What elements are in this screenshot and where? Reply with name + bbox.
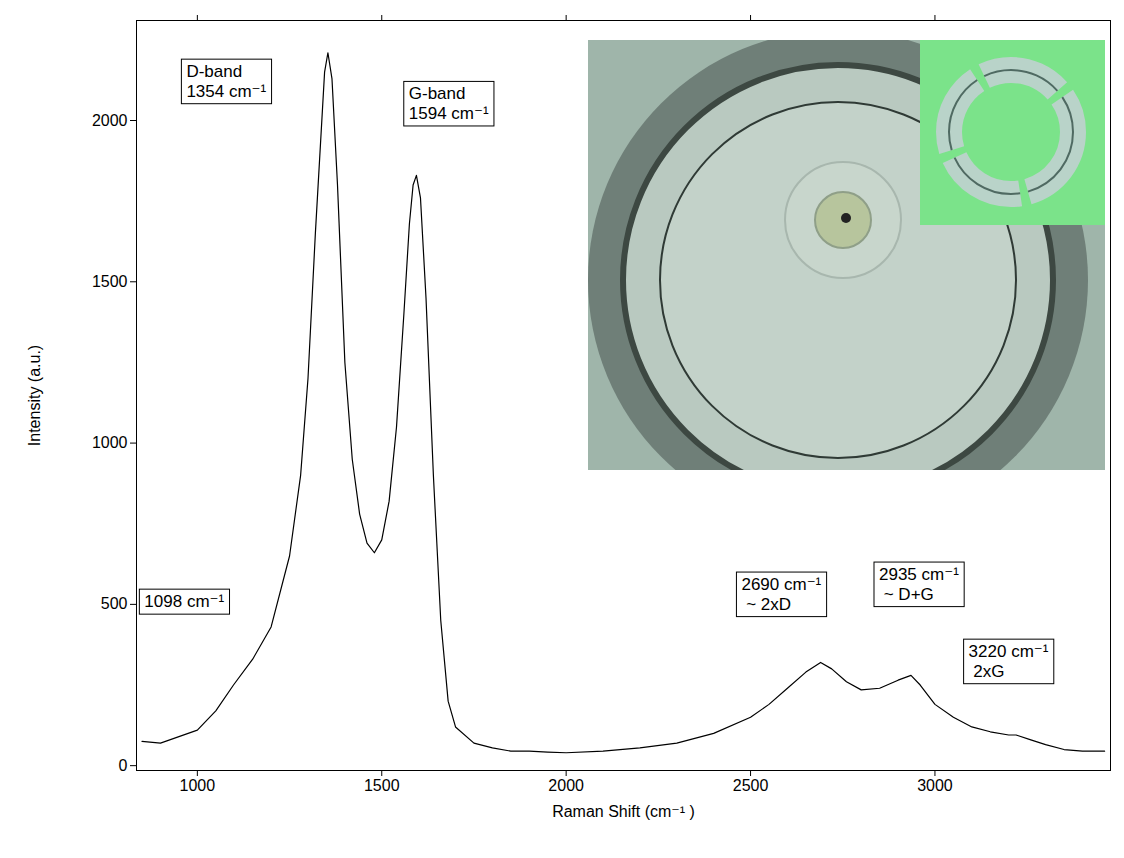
svg-text:3000: 3000 [917,777,953,794]
svg-text:1500: 1500 [364,777,400,794]
svg-text:1500: 1500 [92,273,128,290]
svg-text:D-band1354 cm⁻¹: D-band1354 cm⁻¹ [186,62,266,101]
svg-text:2000: 2000 [548,777,584,794]
svg-text:G-band1594 cm⁻¹: G-band1594 cm⁻¹ [409,84,489,123]
svg-text:1000: 1000 [92,434,128,451]
svg-text:1000: 1000 [180,777,216,794]
svg-text:Intensity (a.u.): Intensity (a.u.) [26,345,43,446]
svg-text:2000: 2000 [92,112,128,129]
svg-text:2500: 2500 [733,777,769,794]
svg-text:1098 cm⁻¹: 1098 cm⁻¹ [144,592,224,611]
svg-text:2690 cm⁻¹ ~ 2xD: 2690 cm⁻¹ ~ 2xD [741,575,821,614]
svg-text:Raman Shift (cm⁻¹ ): Raman Shift (cm⁻¹ ) [552,803,695,820]
svg-text:0: 0 [119,757,128,774]
svg-text:500: 500 [101,595,128,612]
svg-text:3220 cm⁻¹ 2xG: 3220 cm⁻¹ 2xG [969,642,1049,681]
svg-text:2935 cm⁻¹ ~ D+G: 2935 cm⁻¹ ~ D+G [879,565,959,604]
